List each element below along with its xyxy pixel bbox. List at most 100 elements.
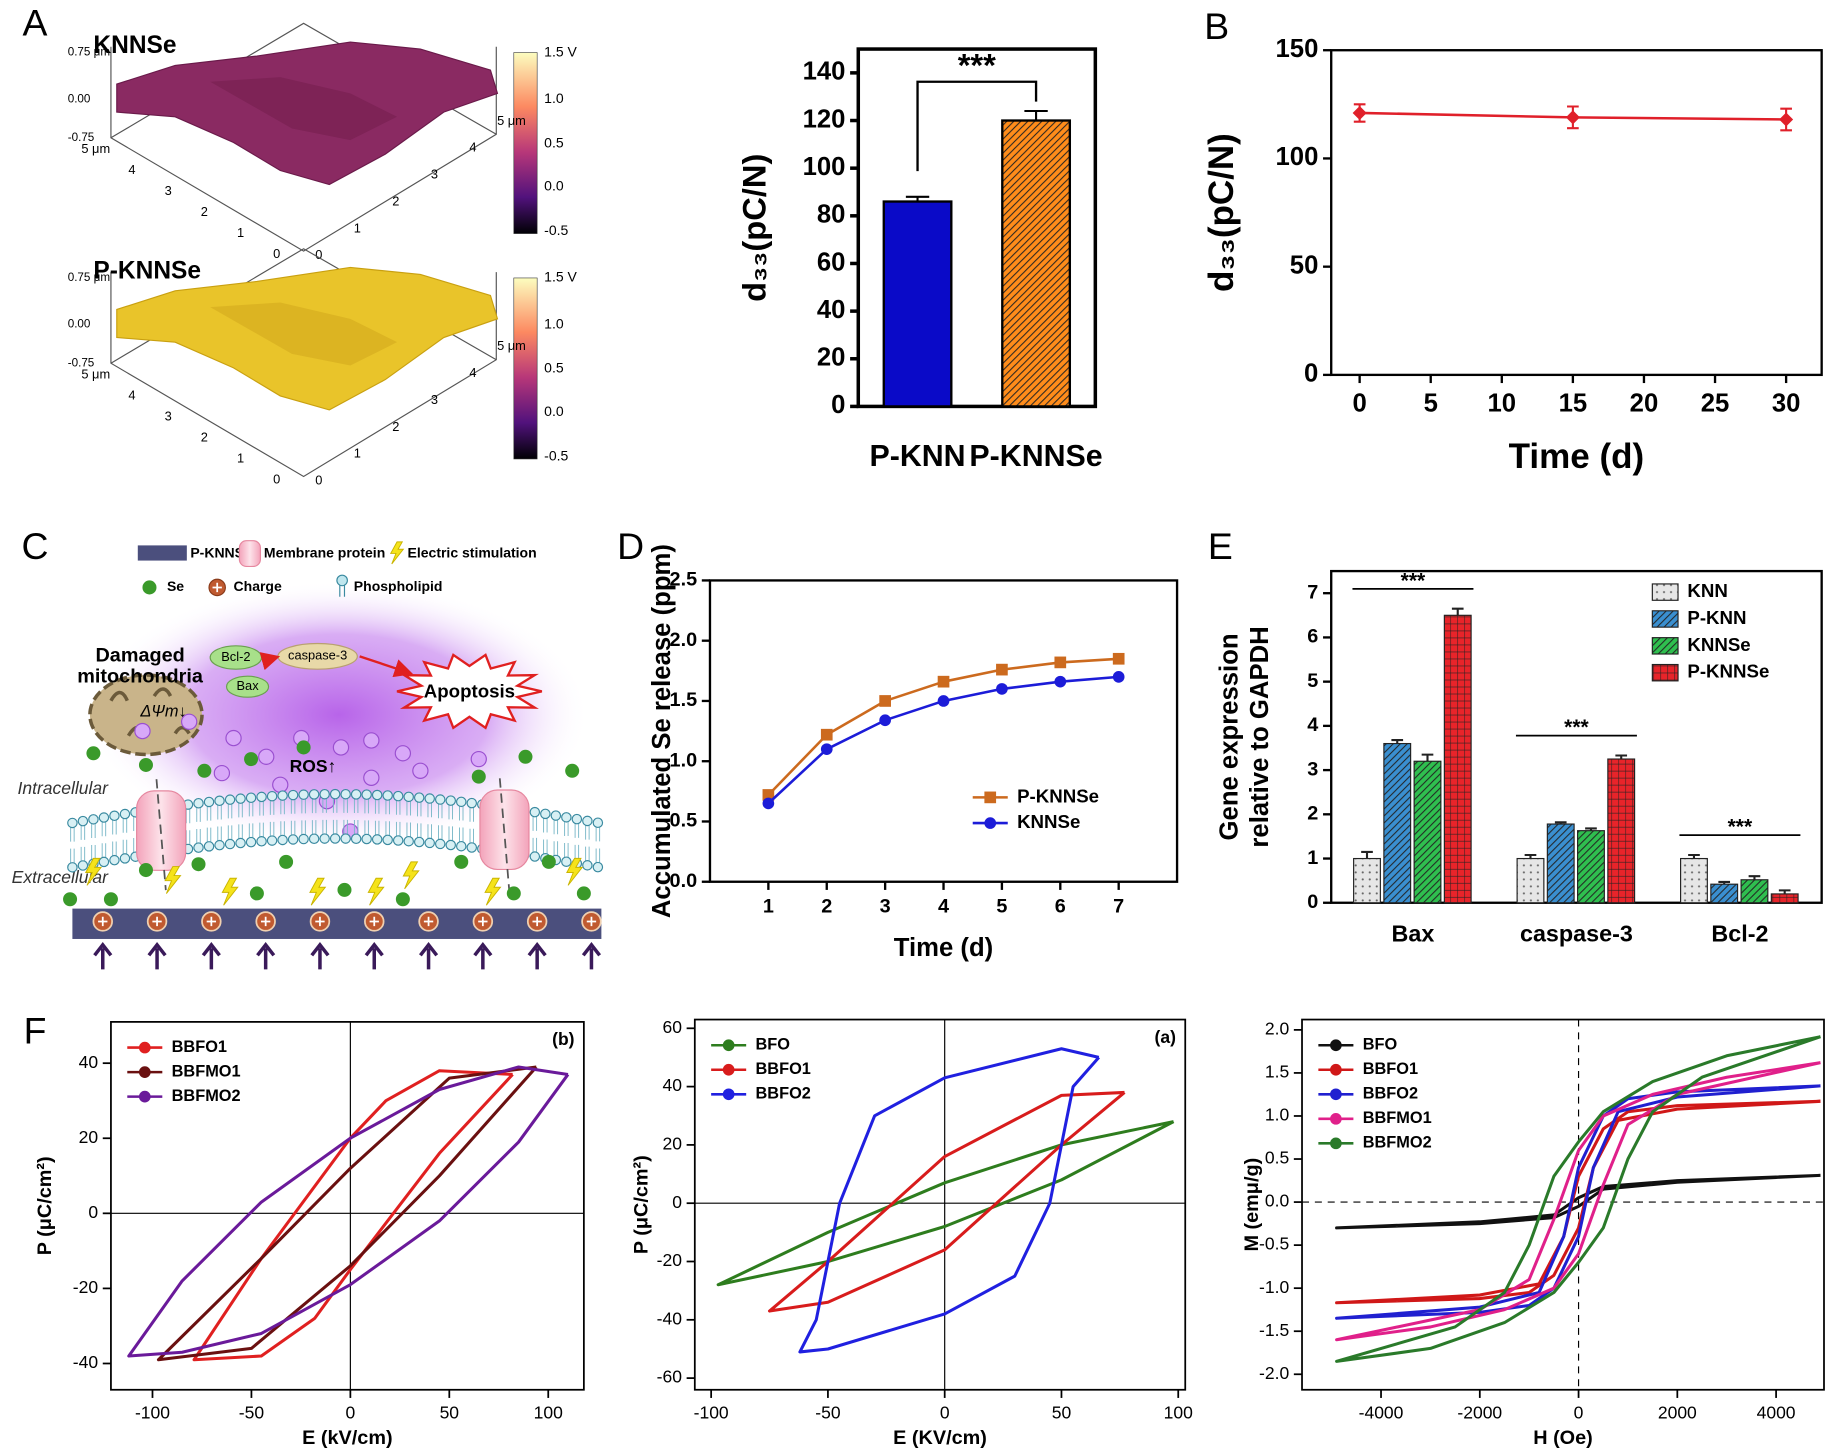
se-dot	[138, 757, 153, 772]
se-dot	[506, 886, 521, 901]
legend-text: Membrane protein	[264, 544, 385, 560]
lipid-head	[392, 790, 404, 802]
protein-label: Bcl-2	[221, 649, 250, 664]
legend-swatch	[1651, 610, 1679, 628]
lipid-tail	[112, 820, 117, 856]
afm-axis-tick: 1	[237, 450, 244, 465]
ros-dot	[213, 764, 231, 782]
lipid-head	[119, 808, 131, 820]
plot-frame	[1301, 1018, 1825, 1391]
plot-frame	[110, 1021, 585, 1391]
arrow	[259, 652, 281, 671]
x-tick-label: -4000	[1359, 1402, 1404, 1422]
lipid-head	[245, 792, 257, 803]
x-tick-label: 7	[1113, 896, 1124, 918]
panel-label: E	[1208, 525, 1233, 567]
se-dot	[576, 886, 591, 901]
afm-surface-shade	[210, 302, 398, 366]
ros-dot	[134, 722, 151, 740]
field-arrow	[419, 941, 439, 970]
afm-title: P-KNNSe	[93, 258, 201, 285]
series-line	[192, 1069, 514, 1362]
lipid-head	[256, 836, 267, 847]
lipid-head	[235, 793, 246, 804]
lipid-head	[571, 813, 583, 825]
lipid-head	[109, 810, 120, 822]
legend-label: BBFO2	[1363, 1085, 1418, 1103]
field-arrow	[527, 941, 547, 970]
lipid-tail	[532, 816, 538, 852]
se-dot	[191, 857, 206, 872]
lipid-head	[540, 808, 551, 820]
colorbar-tick: -0.5	[544, 447, 568, 463]
colorbar	[513, 52, 538, 234]
legend-label: KNNSe	[1687, 634, 1750, 655]
afm-axis-tick: 3	[431, 167, 438, 182]
lightning-bolt	[402, 861, 420, 890]
y-tick-label: -2.0	[1259, 1363, 1289, 1383]
afm-axis-tick: 4	[128, 387, 135, 402]
x-tick-label: 2000	[1658, 1402, 1697, 1422]
y-axis-label: P (μC/cm²)	[631, 1155, 653, 1254]
marker	[1112, 652, 1125, 665]
ros-dot	[470, 750, 487, 768]
afm-z-tick: -0.75	[68, 356, 95, 369]
lipid-tail	[217, 805, 222, 841]
legend-swatch	[1651, 637, 1679, 655]
y-tick-label: 80	[817, 201, 846, 229]
lipid-tail	[543, 818, 548, 854]
marker	[1330, 1088, 1342, 1101]
y-tick-label: 120	[803, 105, 846, 133]
lipid-tail	[395, 800, 401, 836]
plus-sign	[478, 916, 488, 927]
marker	[1330, 1112, 1342, 1125]
plus-sign	[369, 916, 379, 927]
y-tick-label: -0.5	[1259, 1234, 1289, 1254]
ros-label: ROS↑	[290, 756, 337, 776]
field-arrow	[201, 941, 221, 970]
se-dot	[63, 892, 78, 907]
lightning-bolt	[164, 866, 182, 894]
lipid-head	[119, 853, 131, 864]
x-tick-label: 20	[1630, 389, 1659, 417]
lipid-head	[88, 814, 99, 825]
lipid-tail	[595, 827, 601, 863]
x-tick-label: 0	[1574, 1402, 1584, 1422]
lipid-head	[193, 842, 204, 853]
marker	[879, 714, 891, 727]
lipid-head	[308, 789, 320, 800]
afm-z-tick: 0.75 μm	[68, 46, 110, 59]
lipid-head	[403, 791, 414, 803]
lipid-head	[445, 795, 456, 806]
lipid-tail	[448, 805, 453, 841]
ros-dot	[363, 732, 380, 749]
lightning-bolt	[367, 877, 385, 906]
mitochondria-label: Damaged	[95, 645, 184, 667]
legend-label: BBFMO2	[172, 1087, 241, 1105]
bar	[882, 200, 953, 408]
field-arrow	[93, 941, 113, 970]
y-tick-label: 20	[662, 1134, 682, 1154]
y-tick-label: 100	[803, 153, 846, 181]
legend-label: KNNSe	[1017, 811, 1080, 832]
arrow	[359, 655, 414, 678]
panel-annotation: (b)	[552, 1029, 574, 1049]
lipid-tail	[227, 804, 233, 840]
error-bar	[1524, 853, 1537, 859]
lipid-head	[266, 835, 278, 846]
y-tick-label: 40	[79, 1052, 99, 1072]
lipid-tail	[427, 803, 432, 839]
y-tick-label: 3	[1307, 758, 1318, 780]
field-arrow	[310, 941, 330, 970]
y-tick-label: 20	[817, 344, 846, 372]
x-tick-label: 15	[1559, 389, 1588, 417]
y-tick-label: 40	[662, 1075, 682, 1095]
y-tick-label: 2.0	[670, 629, 698, 651]
y-tick-label: 4	[1307, 714, 1318, 736]
lipid-head	[371, 789, 383, 801]
legend-label: BBFO1	[1363, 1060, 1418, 1078]
lipid-head	[392, 835, 404, 846]
y-tick-label: 6	[1307, 626, 1318, 648]
y-tick-label: 1.0	[670, 749, 698, 771]
y-axis-label: Gene expression	[1216, 633, 1244, 840]
